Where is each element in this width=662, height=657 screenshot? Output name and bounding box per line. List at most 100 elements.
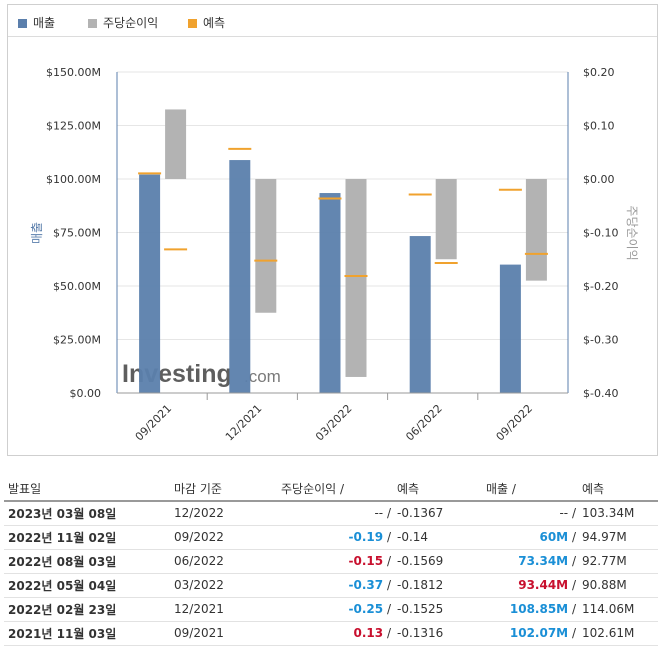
revenue-actual: 93.44M [518,578,569,592]
eps-actual: -0.19 [348,530,384,544]
revenue-cell: 60M / [486,525,576,550]
x-category-label: 06/2022 [403,402,445,444]
col-header-date[interactable]: 발표일 [4,477,174,502]
right-tick-label: $0.10 [583,120,615,133]
eps-swatch-icon [88,19,97,28]
left-tick-label: $25.00M [53,334,101,347]
period-cell: 12/2022 [174,501,281,526]
eps-forecast-cell: -0.1316 [391,621,486,646]
legend-label-forecast: 예측 [203,16,226,30]
earnings-table-body: 2023년 03월 08일 12/2022 -- / -0.1367 -- /103.3… [4,501,658,646]
revenue-forecast-cell: 103.34M [576,501,658,526]
revenue-slash: / [571,626,576,640]
watermark-suffix: .com [244,367,281,386]
chart-grid [117,71,568,340]
revenue-slash: / [571,602,576,616]
right-tick-label: $-0.10 [583,227,618,240]
revenue-actual: 102.07M [509,626,569,640]
eps-cell: -0.25 / [281,597,391,622]
eps-forecast-cell: -0.1525 [391,597,486,622]
eps-forecast-cell: -0.1367 [391,501,486,526]
left-tick-label: $150.00M [46,66,101,79]
eps-actual: 0.13 [353,626,384,640]
period-cell: 09/2021 [174,621,281,646]
earnings-table-header: 발표일 마감 기준 주당순이익 / 예측 매출 / 예측 [4,477,658,502]
revenue-forecast-cell: 102.61M [576,621,658,646]
right-tick-label: $-0.40 [583,387,618,400]
right-tick-label: $0.00 [583,173,615,186]
legend-label-eps: 주당순이익 [103,16,159,30]
col-header-period[interactable]: 마감 기준 [174,477,281,502]
earnings-table: 발표일 마감 기준 주당순이익 / 예측 매출 / 예측 2023년 03월 0… [4,477,658,646]
eps-bar[interactable] [255,179,277,313]
revenue-cell: 93.44M / [486,573,576,598]
x-category-label: 03/2022 [313,402,355,444]
eps-actual: -0.37 [348,578,384,592]
eps-forecast-cell: -0.1569 [391,549,486,574]
revenue-forecast-cell: 90.88M [576,573,658,598]
col-header-eps-label: 주당순이익 [281,482,337,496]
right-axis-title: 주당순이익 [625,205,639,260]
eps-bar[interactable] [525,179,547,281]
chart-legend: 매출 주당순이익 예측 [8,5,657,37]
col-header-revenue-forecast[interactable]: 예측 [576,477,658,502]
chart-forecasts [138,147,548,277]
revenue-forecast-cell: 114.06M [576,597,658,622]
eps-slash: / [386,578,391,592]
table-row: 2022년 08월 03일 06/2022 -0.15 /-0.1569 73.34M… [4,549,658,574]
revenue-actual: -- [559,506,569,521]
revenue-slash: / [571,506,576,521]
left-tick-label: $0.00 [70,387,102,400]
col-header-eps-forecast[interactable]: 예측 [391,477,486,502]
legend-item-forecast[interactable]: 예측 [188,14,225,31]
revenue-actual: 73.34M [518,554,569,568]
legend-label-revenue: 매출 [33,16,56,30]
chart-bars [139,109,547,393]
table-row: 2023년 03월 08일 12/2022 -- / -0.1367 -- /103.3… [4,501,658,526]
revenue-cell: 102.07M / [486,621,576,646]
revenue-actual: 60M [539,530,569,544]
revenue-bar[interactable] [409,236,431,393]
legend-item-revenue[interactable]: 매출 [18,14,55,31]
watermark-text: Investing [122,360,232,388]
eps-cell: -- / [281,501,391,526]
revenue-bar[interactable] [229,160,251,393]
revenue-bar[interactable] [319,193,341,393]
revenue-forecast-cell: 94.97M [576,525,658,550]
table-row: 2022년 05월 04일 03/2022 -0.37 /-0.1812 93.44M… [4,573,658,598]
revenue-bar[interactable] [139,174,161,393]
col-header-revenue-label: 매출 [486,482,509,496]
x-category-label: 09/2021 [133,402,175,444]
release-date-cell: 2022년 05월 04일 [4,573,174,598]
left-axis-title: 매출 [30,222,44,244]
period-cell: 12/2021 [174,597,281,622]
revenue-slash: / [571,578,576,592]
revenue-swatch-icon [18,19,27,28]
eps-slash: / [386,530,391,544]
period-cell: 03/2022 [174,573,281,598]
release-date-cell: 2022년 02월 23일 [4,597,174,622]
revenue-slash: / [571,554,576,568]
table-row: 2022년 02월 23일 12/2021 -0.25 /-0.1525 108.85… [4,597,658,622]
col-header-revenue[interactable]: 매출 / [486,477,576,502]
eps-slash: / [386,626,391,640]
eps-forecast-cell: -0.1812 [391,573,486,598]
eps-forecast-cell: -0.14 [391,525,486,550]
revenue-forecast-cell: 92.77M [576,549,658,574]
period-cell: 09/2022 [174,525,281,550]
eps-bar[interactable] [165,109,187,179]
eps-slash: / [386,506,391,521]
col-header-eps[interactable]: 주당순이익 / [281,477,391,502]
legend-item-eps[interactable]: 주당순이익 [88,14,158,31]
table-row: 2022년 11월 02일 09/2022 -0.19 /-0.14 60M /94.… [4,525,658,550]
x-category-label: 09/2022 [494,402,536,444]
period-cell: 06/2022 [174,549,281,574]
eps-cell: -0.15 / [281,549,391,574]
revenue-cell: 108.85M / [486,597,576,622]
eps-bar[interactable] [345,179,367,377]
revenue-bar[interactable] [499,264,521,393]
revenue-cell: 73.34M / [486,549,576,574]
eps-bar[interactable] [435,179,457,260]
left-tick-label: $100.00M [46,173,101,186]
eps-actual: -- [374,506,384,521]
